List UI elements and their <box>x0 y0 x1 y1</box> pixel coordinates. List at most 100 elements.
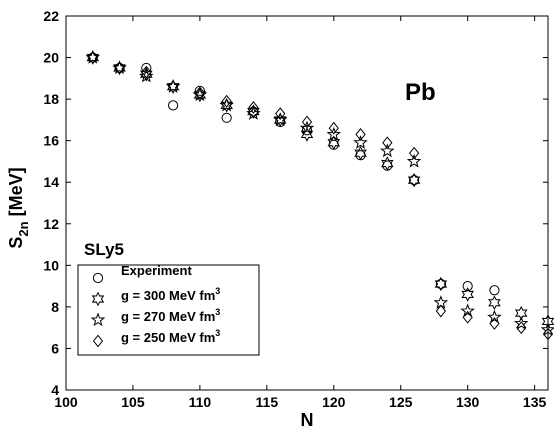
legend-label: Experiment <box>121 263 192 278</box>
legend-marker-star6 <box>91 291 105 307</box>
data-point-circle <box>168 100 179 111</box>
data-point-star6 <box>407 172 421 188</box>
data-point-diamond <box>355 128 366 141</box>
data-point-circle <box>489 285 500 296</box>
data-point-star6 <box>461 287 474 302</box>
x-tick-label: 105 <box>121 394 145 410</box>
data-point-star6 <box>354 145 367 161</box>
data-point-circle <box>409 175 420 186</box>
legend-label: g = 300 MeV fm3 <box>121 286 220 303</box>
x-tick-label: 110 <box>189 394 212 410</box>
x-axis-label: N <box>301 410 314 430</box>
x-tick-label: 100 <box>54 394 78 410</box>
data-point-star5 <box>460 303 475 318</box>
legend-label: g = 250 MeV fm3 <box>121 328 220 345</box>
data-point-circle <box>194 85 205 96</box>
data-point-star6 <box>273 112 287 128</box>
data-point-star5 <box>112 60 127 75</box>
data-point-star6 <box>327 135 341 151</box>
y-tick-label: 12 <box>43 216 59 232</box>
y-tick-label: 10 <box>43 257 59 273</box>
data-point-star5 <box>487 309 502 324</box>
y-tick-label: 6 <box>51 340 59 356</box>
y-tick-label: 14 <box>43 174 59 190</box>
y-axis-label-subscript: 2n <box>16 221 31 236</box>
data-point-star5 <box>246 106 261 120</box>
legend-label-superscript: 3 <box>215 286 220 296</box>
data-point-star6 <box>514 305 528 321</box>
axis-ticks: 100 105 110 115 120 125 130 135 4 6 8 10 12 14 16 18 20 2… <box>43 8 548 410</box>
data-point-star5 <box>139 68 154 83</box>
data-point-star6 <box>247 104 260 119</box>
element-annotation: Pb <box>405 79 436 106</box>
x-tick-label: 120 <box>322 394 346 410</box>
data-point-star6 <box>193 87 207 103</box>
data-point-star5 <box>326 126 342 141</box>
y-tick-label: 20 <box>43 50 59 66</box>
data-point-star5 <box>272 112 288 127</box>
legend-label-superscript: 3 <box>215 307 220 317</box>
force-annotation: SLy5 <box>84 240 124 259</box>
x-tick-label: 130 <box>456 394 480 410</box>
data-point-diamond <box>408 146 420 160</box>
data-point-diamond <box>167 80 179 94</box>
legend-marker-star5 <box>90 312 106 327</box>
legend-box <box>77 264 260 356</box>
data-point-star5 <box>85 49 101 64</box>
data-point-diamond <box>301 115 313 129</box>
y-axis-label-unit: [MeV] <box>6 167 26 221</box>
x-tick-label: 125 <box>389 394 413 410</box>
data-point-diamond <box>87 51 98 64</box>
x-tick-label: 135 <box>523 394 547 410</box>
data-point-diamond <box>489 317 500 330</box>
data-point-diamond <box>114 61 125 75</box>
data-point-diamond <box>194 86 206 100</box>
data-point-diamond <box>141 65 152 79</box>
data-point-diamond <box>462 310 473 324</box>
data-point-star5 <box>299 120 315 135</box>
data-point-circle <box>435 278 446 290</box>
y-axis-label: S2n [MeV] <box>6 167 31 248</box>
legend-label: g = 270 MeV fm3 <box>121 307 220 324</box>
legend-label-main: g = 300 MeV fm <box>121 288 215 303</box>
data-point-diamond <box>516 321 527 335</box>
data-point-diamond <box>435 304 447 318</box>
data-point-diamond <box>275 107 286 121</box>
data-point-star5 <box>219 97 234 112</box>
y-tick-label: 18 <box>43 91 59 107</box>
x-tick-label: 115 <box>256 394 279 410</box>
data-point-diamond <box>248 101 259 114</box>
data-point-star6 <box>220 98 233 113</box>
data-point-diamond <box>542 327 554 341</box>
data-point-circle <box>301 125 313 136</box>
y-tick-label: 8 <box>51 299 59 315</box>
data-point-circle <box>221 112 232 123</box>
data-point-star6 <box>434 276 448 292</box>
plot-frame <box>65 15 549 391</box>
data-point-star5 <box>540 322 554 336</box>
data-point-star5 <box>406 153 422 168</box>
legend-label-main: g = 250 MeV fm <box>121 330 215 345</box>
legend-marker-diamond <box>92 334 104 348</box>
data-point-star6 <box>488 295 501 311</box>
legend-label-main: g = 270 MeV fm <box>121 309 215 324</box>
data-point-circle <box>141 62 152 74</box>
data-point-star5 <box>380 143 395 158</box>
data-point-diamond <box>221 94 232 108</box>
data-marks <box>85 49 554 341</box>
y-tick-label: 22 <box>43 8 59 24</box>
y-tick-label: 16 <box>43 133 59 149</box>
data-point-star5 <box>353 135 368 149</box>
data-point-star5 <box>165 79 181 93</box>
data-point-circle <box>462 281 473 292</box>
legend-marker-circle <box>92 272 104 284</box>
data-point-diamond <box>328 121 339 135</box>
y-axis-label-main: S <box>6 237 26 249</box>
data-point-star6 <box>300 127 314 142</box>
data-point-star5 <box>513 315 529 330</box>
data-point-star6 <box>140 66 153 82</box>
legend-label-superscript: 3 <box>215 328 220 338</box>
